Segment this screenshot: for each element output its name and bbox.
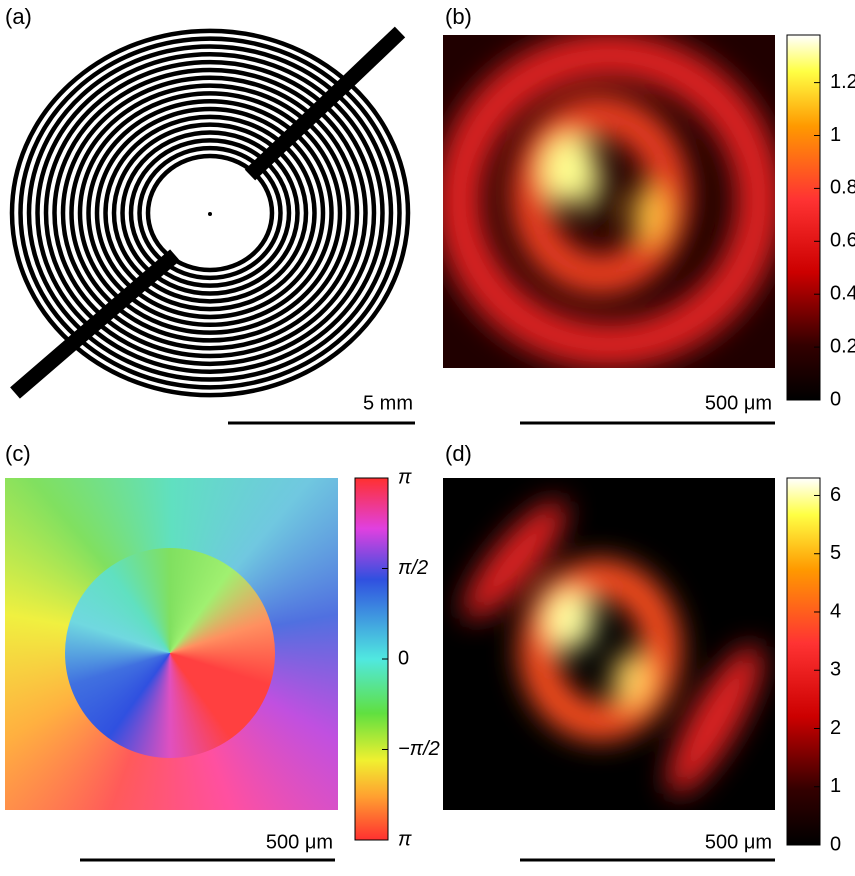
colorbar-tick-label: 1 (830, 775, 841, 797)
coil-turn (18, 36, 402, 390)
coil-turn (145, 153, 275, 273)
hot-spot (632, 185, 668, 245)
colorbar-tick-label: 0 (830, 833, 841, 855)
coil-turn (103, 114, 317, 312)
colorbar (786, 477, 821, 846)
panel-label: (d) (445, 441, 472, 466)
coil-turn (43, 59, 377, 367)
scale-bar-label: 500 μm (705, 831, 772, 853)
coil-turn (128, 138, 292, 288)
panel-label: (b) (445, 4, 472, 29)
feed-bar (10, 249, 180, 399)
colorbar-tick-label: 0.4 (830, 282, 855, 304)
scale-bar-label: 500 μm (705, 392, 772, 414)
colorbar-tick-label: π (398, 828, 412, 850)
colorbar-tick-label: 0.8 (830, 177, 855, 199)
colorbar-tick-label: π (398, 466, 412, 488)
phase-map (5, 478, 338, 810)
colorbar-tick-label: 0 (830, 388, 841, 410)
colorbar-tick-label: 3 (830, 659, 841, 681)
spiral-coil (9, 26, 411, 399)
side-lobe (463, 500, 567, 620)
outer-ring (443, 35, 775, 368)
scale-bar-label: 500 μm (266, 831, 333, 853)
side-lobe (667, 645, 763, 795)
colorbar (786, 34, 821, 401)
map-background (443, 478, 775, 810)
feed-bar (244, 26, 406, 181)
colorbar-tick-label: 4 (830, 600, 841, 622)
intensity-map-measured (443, 35, 775, 368)
coil-turn (120, 130, 300, 296)
intensity-map-simulated (443, 478, 775, 810)
coil-turn (86, 98, 334, 328)
center-mark (208, 212, 212, 216)
colorbar-tick-label: 0 (398, 647, 409, 669)
hot-spot (612, 652, 652, 708)
inner-ring (519, 559, 681, 741)
coil-turn (77, 91, 343, 335)
hot-spot (542, 135, 598, 205)
coil-turn (26, 44, 394, 382)
colorbar-tick-label: 6 (830, 484, 841, 506)
colorbar-tick-label: 1 (830, 124, 841, 146)
colorbar-tick-label: 0.6 (830, 230, 855, 252)
inner-ring (510, 95, 690, 295)
phase-inner-ring (65, 548, 275, 758)
dark-core (588, 175, 612, 225)
colorbar-tick-label: 2 (830, 717, 841, 739)
coil-turn (9, 28, 411, 398)
coil-turn (111, 122, 309, 304)
panel-label: (a) (5, 4, 32, 29)
coil-turn (52, 67, 368, 359)
coil-turn (137, 145, 283, 281)
coil-turn (94, 106, 326, 320)
coil-turn (35, 52, 385, 374)
panel-label: (c) (5, 441, 31, 466)
coil-turn (60, 75, 360, 351)
colorbar-tick-label: 1.2 (830, 71, 855, 93)
colorbar-tick-label: 5 (830, 542, 841, 564)
colorbar-tick-label: −π/2 (398, 738, 440, 760)
colorbar-tick-label: π/2 (398, 557, 428, 579)
hot-spot (545, 590, 595, 650)
colorbar-tick-label: 0.2 (830, 335, 855, 357)
coil-turn (69, 83, 351, 343)
scale-bar-label: 5 mm (363, 392, 413, 414)
